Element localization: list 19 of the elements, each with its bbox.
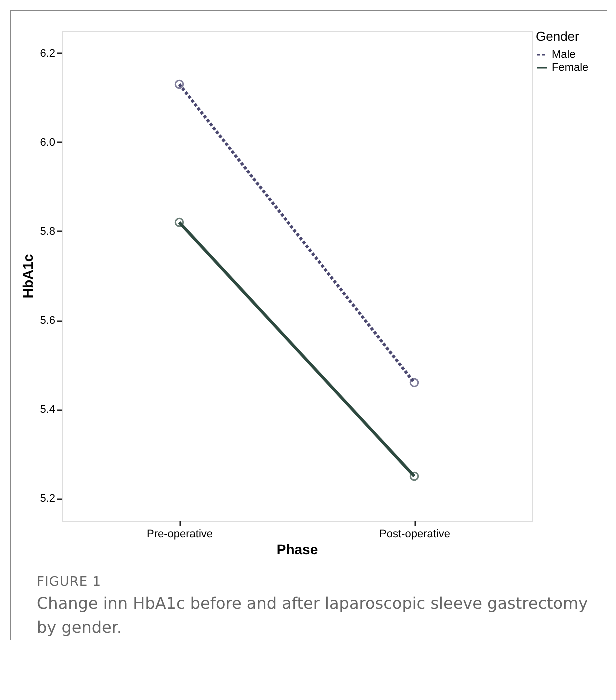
point [410,378,420,388]
y-tick-label: 5.4 [40,404,56,416]
x-axis-title: Phase [276,542,318,558]
y-axis-title: HbA1c [20,254,36,299]
legend-title: Gender [536,29,580,44]
y-tick-label: 5.8 [40,226,56,238]
y-tick-label: 5.6 [40,315,56,328]
text: Change inn HbA1c before and after laparoscopic sleeve gastrectomy by gender. [37,593,590,639]
point [174,80,184,90]
x-tick-label: Post-operative [380,528,450,540]
caption: FIGURE 1 [37,575,103,590]
y-tick-label: 6.2 [40,48,56,60]
legend-label: Male [552,49,576,61]
y-tick-label: 6.0 [40,136,56,149]
x-tick-label: Pre-operative [146,528,214,540]
legend-label: Female [552,62,589,74]
y-tick-label: 5.2 [40,493,56,506]
point [410,472,420,482]
point [174,218,184,228]
